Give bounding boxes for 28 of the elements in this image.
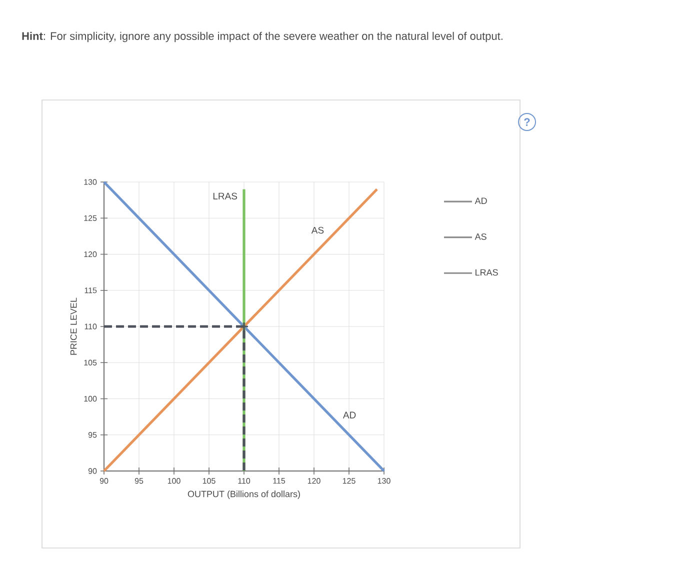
y-tick-label: 100 <box>84 396 97 402</box>
x-tick-label: 130 <box>378 478 390 484</box>
y-tick-label: 130 <box>84 179 97 185</box>
y-tick-label: 125 <box>84 215 97 221</box>
x-tick-label: 95 <box>134 478 144 484</box>
y-tick-label: 110 <box>84 324 97 330</box>
series-label: AS <box>311 226 324 234</box>
y-axis-title: PRICE LEVEL <box>70 298 77 355</box>
x-tick-label: 115 <box>273 478 286 484</box>
y-tick-label: 115 <box>84 288 97 294</box>
text: AD <box>474 198 487 204</box>
x-tick-label: 125 <box>342 478 356 484</box>
x-tick-label: 90 <box>100 478 108 484</box>
x-tick-label: 120 <box>308 478 320 484</box>
y-tick-label: 90 <box>88 468 97 474</box>
x-tick-label: 110 <box>238 478 250 484</box>
x-tick-label: 105 <box>202 478 216 484</box>
series-label: LRAS <box>213 192 238 200</box>
y-tick-label: 105 <box>84 360 97 366</box>
text: Hint: For simplicity, ignore any possible impact of the severe weather on the natural level of output. <box>22 32 502 42</box>
x-tick-label: 100 <box>168 478 180 484</box>
y-tick-label: 95 <box>88 432 97 438</box>
x-axis-title: OUTPUT (Billions of dollars) <box>188 490 300 499</box>
text: AS <box>474 233 486 240</box>
series-label: AD <box>342 412 356 418</box>
text: ? <box>524 118 530 126</box>
y-tick-label: 120 <box>84 251 97 258</box>
text: LRAS <box>476 269 498 276</box>
